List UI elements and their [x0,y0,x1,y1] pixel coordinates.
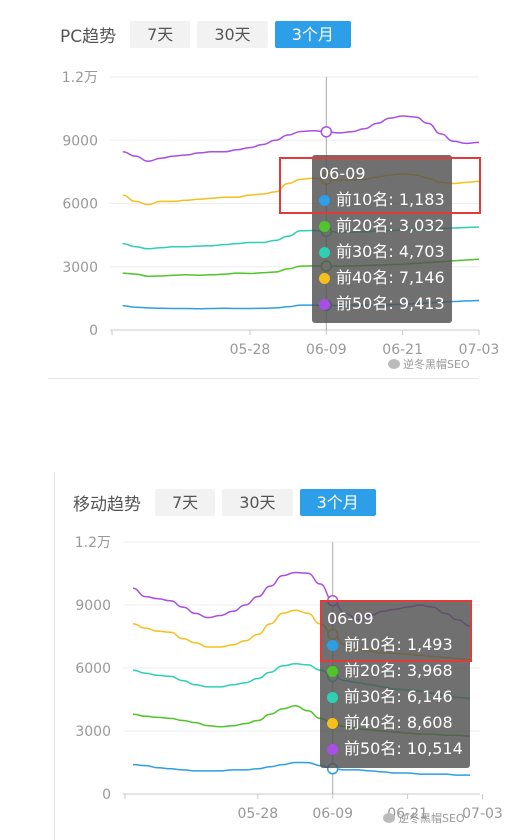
mobile-range-30d-button[interactable]: 30天 [222,488,293,516]
mobile-tooltip-row-top20: 前20名: 3,968 [327,658,463,684]
mobile-highlight-box [320,600,472,662]
mobile-tooltip-top40: 前40名: 8,608 [344,713,453,732]
mobile-tooltip-top10: 前10名: 1,493 [344,635,453,654]
mobile-trend-header: 移动趋势 7天 30天 3个月 [73,484,383,520]
pc-trend-chart[interactable]: 0 3000 6000 9000 1.2万 05-28 06-09 06-21 07-03 [48,0,500,378]
series-dot-icon [327,718,338,729]
x-tick-label: 05-28 [230,342,271,358]
mobile-range-7d-button[interactable]: 7天 [155,488,216,516]
mobile-trend-title: 移动趋势 [73,494,141,515]
pc-tooltip-top40: 前40名: 7,146 [336,268,445,287]
y-tick-label: 9000 [75,598,111,614]
x-tick-label: 07-03 [459,342,500,358]
pc-tooltip-date: 06-09 [319,164,366,183]
mobile-watermark-text: 逆冬黑帽SEO [398,812,465,825]
pc-tooltip-row-top40: 前40名: 7,146 [319,265,445,291]
y-tick-label: 0 [102,787,111,803]
wechat-icon [383,813,395,823]
pc-tooltip-row-top30: 前30名: 4,703 [319,239,445,265]
x-tick-label: 06-21 [387,806,428,822]
pc-trend-header: PC趋势 7天 30天 3个月 [60,16,358,52]
mobile-trend-panel: 移动趋势 7天 30天 3个月 0 3000 6000 9000 1.2万 05-28 06… [54,472,503,840]
series-dot-icon [327,666,338,677]
pc-tooltip-row-top10: 前10名: 1,183 [319,187,445,213]
x-tick-label: 07-03 [462,806,503,822]
pc-tooltip-top10: 前10名: 1,183 [336,190,445,209]
y-tick-label: 1.2万 [75,535,111,551]
y-tick-label: 3000 [62,260,98,276]
series-dot-icon [319,247,330,258]
pc-watermark: 逆冬黑帽SEO [388,356,470,372]
y-tick-label: 0 [89,323,98,339]
pc-trend-panel: PC趋势 7天 30天 3个月 0 3000 6000 9000 1.2万 05-28 06… [48,0,500,379]
pc-range-3m-button[interactable]: 3个月 [274,20,351,48]
mobile-tooltip-row-top30: 前30名: 6,146 [327,684,463,710]
mobile-watermark: 逆冬黑帽SEO [383,810,465,826]
mobile-tooltip-date: 06-09 [327,609,374,628]
pc-watermark-text: 逆冬黑帽SEO [403,358,470,371]
series-dot-icon [319,221,330,232]
mobile-tooltip-row-top50: 前50名: 10,514 [327,736,463,762]
pc-highlight-box [279,157,481,214]
y-tick-label: 6000 [62,197,98,213]
series-line-1 [132,761,470,776]
series-dot-icon [319,273,330,284]
mobile-tooltip-top20: 前20名: 3,968 [344,661,453,680]
x-tick-label: 06-09 [312,806,353,822]
hover-point-5 [320,126,333,138]
pc-tooltip-top20: 前20名: 3,032 [336,216,445,235]
pc-range-7d-button[interactable]: 7天 [130,20,191,48]
y-tick-label: 9000 [62,133,98,149]
x-tick-label: 06-09 [306,342,347,358]
series-dot-icon [327,692,338,703]
wechat-icon [388,359,400,369]
mobile-tooltip-top30: 前30名: 6,146 [344,687,453,706]
pc-tooltip-row-top50: 前50名: 9,413 [319,291,445,317]
series-dot-icon [327,640,338,651]
series-dot-icon [319,195,330,206]
mobile-tooltip-row-top10: 前10名: 1,493 [327,632,463,658]
pc-trend-title: PC趋势 [60,26,117,47]
mobile-range-3m-button[interactable]: 3个月 [299,488,376,516]
pc-chart-tooltip: 06-09 前10名: 1,183 前20名: 3,032 前30名: 4,70… [312,155,452,323]
y-tick-label: 6000 [75,661,111,677]
mobile-tooltip-top50: 前50名: 10,514 [344,739,463,758]
y-tick-label: 3000 [75,724,111,740]
series-line-5 [122,115,480,163]
y-tick-label: 1.2万 [62,70,98,86]
series-dot-icon [319,299,330,310]
pc-tooltip-top30: 前30名: 4,703 [336,242,445,261]
mobile-chart-tooltip: 06-09 前10名: 1,493 前20名: 3,968 前30名: 6,14… [320,600,470,768]
pc-tooltip-row-top20: 前20名: 3,032 [319,213,445,239]
pc-range-30d-button[interactable]: 30天 [197,20,268,48]
x-tick-label: 05-28 [237,806,278,822]
mobile-tooltip-row-top40: 前40名: 8,608 [327,710,463,736]
series-dot-icon [327,744,338,755]
pc-tooltip-top50: 前50名: 9,413 [336,294,445,313]
x-tick-label: 06-21 [382,342,423,358]
